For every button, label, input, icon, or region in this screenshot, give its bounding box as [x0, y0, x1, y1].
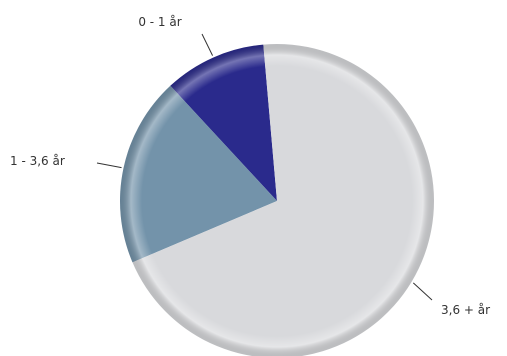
leader-line-1	[201, 33, 214, 56]
leader-line-3	[412, 282, 433, 301]
slice-label-3: 3,6 + år	[441, 303, 490, 317]
pie-rim-shading	[120, 44, 434, 356]
leader-line-2	[96, 162, 122, 169]
slice-label-2: 1 - 3,6 år	[10, 154, 65, 168]
slice-label-1: 0 - 1 år	[138, 15, 181, 29]
pie-labels: 0 - 1 år 1 - 3,6 år 3,6 + år	[10, 15, 490, 317]
